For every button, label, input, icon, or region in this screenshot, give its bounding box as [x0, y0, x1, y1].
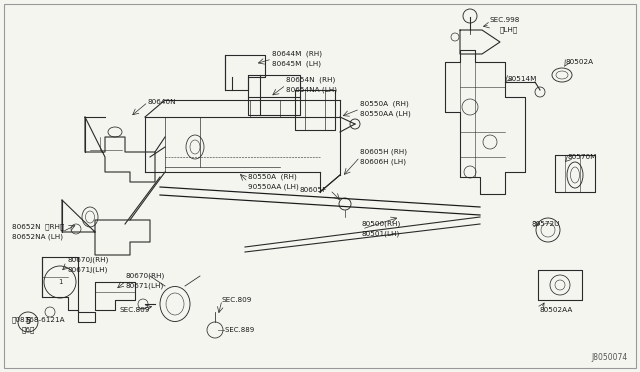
Text: 80550A  (RH): 80550A (RH) — [248, 174, 297, 180]
Text: 80570M: 80570M — [568, 154, 597, 160]
Text: 80670(RH): 80670(RH) — [126, 273, 165, 279]
Text: 80654N  (RH): 80654N (RH) — [286, 77, 335, 83]
Text: 80654NA (LH): 80654NA (LH) — [286, 87, 337, 93]
Text: 80652N  〈RH〉: 80652N 〈RH〉 — [12, 224, 65, 230]
Text: 5: 5 — [26, 317, 31, 327]
Text: 80671(LH): 80671(LH) — [126, 283, 164, 289]
Text: 80502AA: 80502AA — [540, 307, 573, 313]
Text: 80670J(RH): 80670J(RH) — [68, 257, 109, 263]
Text: 80550A  (RH): 80550A (RH) — [360, 101, 409, 107]
Text: 80671J(LH): 80671J(LH) — [68, 267, 108, 273]
Text: 80605H (RH): 80605H (RH) — [360, 149, 407, 155]
Text: 80652NA (LH): 80652NA (LH) — [12, 234, 63, 240]
Text: ―SEC.889: ―SEC.889 — [218, 327, 254, 333]
Text: 80605F: 80605F — [300, 187, 327, 193]
Text: 80501(LH): 80501(LH) — [362, 231, 400, 237]
Text: 80606H (LH): 80606H (LH) — [360, 159, 406, 165]
Text: J8050074: J8050074 — [592, 353, 628, 362]
Text: 80550AA (LH): 80550AA (LH) — [360, 111, 411, 117]
Text: 80640N: 80640N — [148, 99, 177, 105]
Text: 倅08168-6121A: 倅08168-6121A — [12, 317, 66, 323]
Text: SEC.809: SEC.809 — [222, 297, 252, 303]
Text: 80502A: 80502A — [566, 59, 594, 65]
Text: SEC.998: SEC.998 — [490, 17, 520, 23]
Text: SEC.809: SEC.809 — [120, 307, 150, 313]
Text: 〈6〉: 〈6〉 — [22, 327, 35, 333]
Text: 80500(RH): 80500(RH) — [362, 221, 401, 227]
Text: 80514M: 80514M — [508, 76, 538, 82]
Text: 80572U: 80572U — [532, 221, 561, 227]
Text: 〈LH〉: 〈LH〉 — [500, 27, 518, 33]
Text: 80644M  (RH): 80644M (RH) — [272, 51, 322, 57]
Text: 80645M  (LH): 80645M (LH) — [272, 61, 321, 67]
Text: 1: 1 — [58, 279, 62, 285]
Text: 90550AA (LH): 90550AA (LH) — [248, 184, 299, 190]
